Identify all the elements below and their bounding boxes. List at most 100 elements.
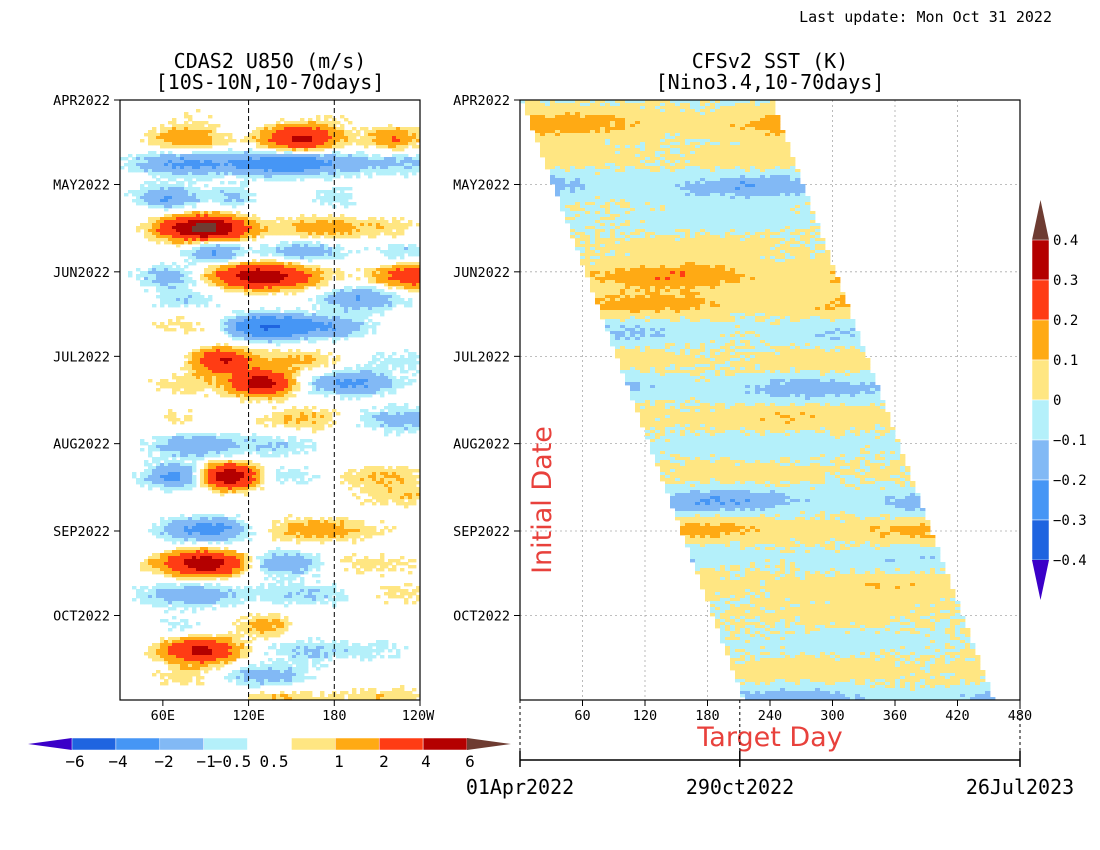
u850-cell — [144, 196, 149, 200]
u850-cell — [324, 217, 329, 221]
u850-cell — [172, 439, 177, 443]
u850-cell — [276, 349, 281, 353]
u850-cell — [308, 280, 313, 284]
u850-cell — [356, 475, 361, 479]
u850-cell — [212, 127, 217, 131]
u850-cell — [224, 220, 229, 224]
u850-cell — [244, 445, 249, 449]
u850-cell — [360, 331, 365, 335]
u850-cell — [188, 211, 193, 215]
u850-cell — [164, 280, 169, 284]
u850-cell — [176, 289, 181, 293]
u850-cell — [300, 352, 305, 356]
u850-cell — [180, 160, 185, 164]
u850-cell — [356, 220, 361, 224]
u850-cell — [328, 163, 333, 167]
u850-cell — [304, 136, 309, 140]
u850-cell — [168, 235, 173, 239]
u850-cell — [176, 454, 181, 458]
u850-cell — [392, 220, 397, 224]
u850-cell — [324, 250, 329, 254]
u850-cell — [144, 442, 149, 446]
u850-cell — [380, 421, 385, 425]
u850-cell — [236, 310, 241, 314]
u850-cell — [272, 250, 277, 254]
u850-cell — [192, 181, 197, 185]
u850-cell — [400, 382, 405, 386]
u850-cell — [296, 412, 301, 416]
u850-cell — [176, 469, 181, 473]
u850-cell — [260, 166, 265, 170]
u850-cell — [184, 436, 189, 440]
u850-cell — [324, 313, 329, 317]
u850-cell — [232, 271, 237, 275]
u850-cell — [228, 319, 233, 323]
u850-cell — [404, 418, 409, 422]
u850-cell — [316, 157, 321, 161]
u850-cell — [408, 424, 413, 428]
u850-cell — [288, 157, 293, 161]
u850-cell — [232, 283, 237, 287]
u850-cell — [376, 388, 381, 392]
u850-cell — [384, 421, 389, 425]
u850-cell — [296, 349, 301, 353]
u850-cell — [352, 319, 357, 323]
u850-cell — [300, 232, 305, 236]
u850-cell — [356, 496, 361, 500]
u850-cell — [404, 247, 409, 251]
u850-cell — [356, 157, 361, 161]
u850-cell — [316, 160, 321, 164]
u850-cell — [360, 304, 365, 308]
u850-cell — [260, 334, 265, 338]
u850-cell — [204, 349, 209, 353]
u850-cell — [184, 286, 189, 290]
u850-cell — [128, 163, 133, 167]
u850-cell — [356, 307, 361, 311]
u850-cell — [276, 334, 281, 338]
u850-cell — [384, 160, 389, 164]
u850-cell — [388, 250, 393, 254]
u850-cell — [224, 214, 229, 218]
u850-cell — [172, 475, 177, 479]
u850-cell — [168, 220, 173, 224]
u850-cell — [396, 385, 401, 389]
u850-cell — [332, 328, 337, 332]
u850-cell — [188, 157, 193, 161]
u850-cell — [408, 355, 413, 359]
u850-cell — [404, 469, 409, 473]
u850-cell — [332, 322, 337, 326]
u850-cell — [224, 217, 229, 221]
u850-cell — [404, 139, 409, 143]
u850-cell — [244, 391, 249, 395]
u850-cell — [400, 298, 405, 302]
u850-cell — [312, 274, 317, 278]
u850-panel: CDAS2 U850 (m/s) [10S-10N,10-70days] APR… — [28, 49, 511, 771]
u850-cell — [276, 133, 281, 137]
u850-cell — [224, 358, 229, 362]
u850-cell — [352, 166, 357, 170]
u850-cell — [228, 469, 233, 473]
u850-cell — [204, 247, 209, 251]
u850-cell — [396, 469, 401, 473]
u850-cell — [292, 274, 297, 278]
u850-cell — [316, 388, 321, 392]
u850-cell — [172, 232, 177, 236]
u850-cell — [348, 304, 353, 308]
u850-cell — [264, 334, 269, 338]
u850-cell — [412, 262, 417, 266]
u850-cell — [172, 280, 177, 284]
u850-cell — [404, 145, 409, 149]
u850-cell — [180, 376, 185, 380]
u850-cell — [216, 487, 221, 491]
u850-cell — [148, 466, 153, 470]
u850-cell — [176, 268, 181, 272]
u850-cell — [196, 250, 201, 254]
u850-cell — [296, 172, 301, 176]
u850-cell — [276, 376, 281, 380]
u850-cell — [224, 172, 229, 176]
u850-cell — [164, 460, 169, 464]
u850-cell — [384, 487, 389, 491]
u850-cell — [164, 163, 169, 167]
u850-cell — [196, 196, 201, 200]
u850-cell — [200, 469, 205, 473]
